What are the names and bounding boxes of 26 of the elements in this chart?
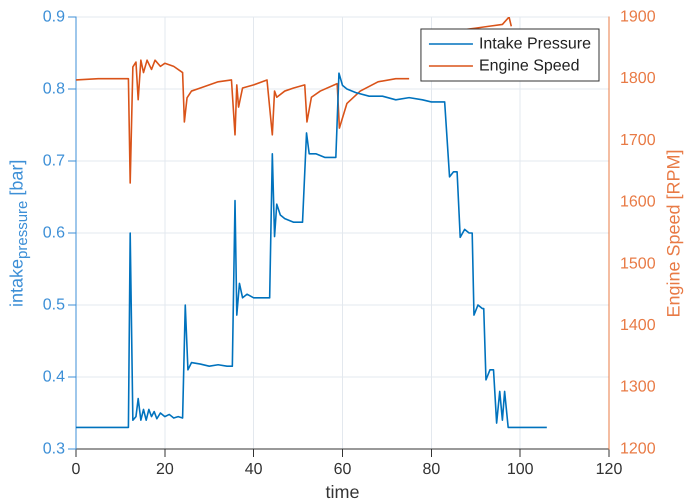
y-tick-label: 0.6 <box>42 224 66 242</box>
y2-tick-label: 1300 <box>620 378 656 396</box>
y2-tick-label: 1400 <box>620 316 656 334</box>
y2-tick-label: 1800 <box>620 70 656 88</box>
y2-tick-label: 1900 <box>620 8 656 26</box>
y2-axis-title: Engine Speed [RPM] <box>664 148 685 318</box>
y-tick-label: 0.5 <box>42 296 66 314</box>
x-axis-title: time <box>325 482 360 502</box>
y-tick-label: 0.7 <box>42 152 66 170</box>
x-tick-label: 40 <box>244 461 263 478</box>
y-tick-label: 0.8 <box>42 80 66 98</box>
x-tick-label: 120 <box>596 461 622 478</box>
legend-label: Intake Pressure <box>478 35 592 52</box>
x-tick-label: 80 <box>422 461 440 478</box>
legend-label: Engine Speed <box>478 57 580 74</box>
y2-tick-label: 1500 <box>620 255 656 272</box>
y2-tick-label: 1600 <box>620 194 656 211</box>
y2-tick-label: 1700 <box>620 132 656 149</box>
x-tick-label: 60 <box>334 461 352 478</box>
y-tick-label: 0.3 <box>42 440 66 458</box>
x-tick-label: 20 <box>156 461 174 478</box>
y-tick-label: 0.4 <box>42 368 66 386</box>
x-tick-label: 0 <box>72 461 81 478</box>
y-tick-label: 0.9 <box>42 8 66 26</box>
x-tick-label: 100 <box>506 461 534 478</box>
y2-tick-label: 1200 <box>620 440 656 458</box>
